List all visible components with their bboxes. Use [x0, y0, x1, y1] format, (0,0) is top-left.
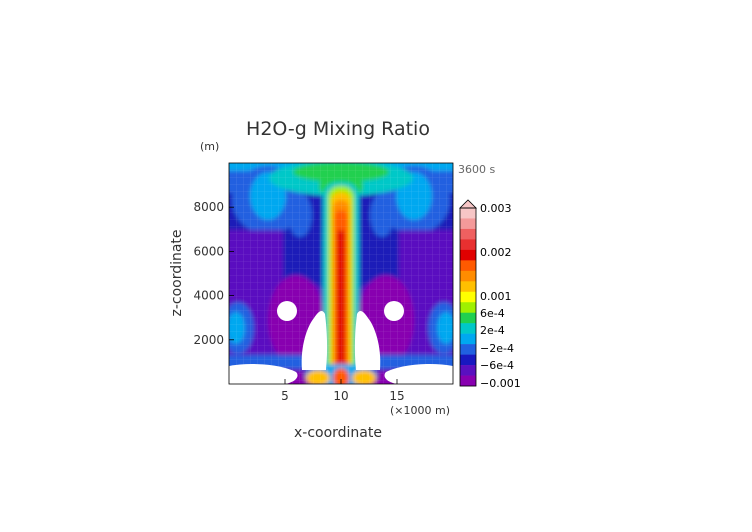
colorbar-label: 0.003	[480, 202, 512, 215]
colorbar-label: −6e-4	[480, 359, 514, 372]
colorbar-swatch	[460, 375, 476, 387]
x-tick-label: 10	[333, 389, 348, 403]
colorbar-swatch	[460, 312, 476, 324]
colorbar-arrow	[459, 199, 477, 209]
colorbar-swatch	[460, 365, 476, 376]
x-axis: 5 10 15	[281, 379, 405, 403]
colorbar-swatch	[460, 218, 476, 230]
colorbar-swatch	[460, 333, 476, 345]
colorbar-swatch	[460, 228, 476, 240]
colorbar-swatch	[460, 344, 476, 355]
colorbar-swatch	[460, 249, 476, 261]
x-axis-label: x-coordinate	[294, 425, 382, 441]
x-unit-label: (×1000 m)	[390, 404, 450, 417]
colorbar-swatch	[460, 291, 476, 303]
y-axis: 2000 4000 6000 8000	[193, 200, 234, 347]
y-tick-label: 2000	[193, 333, 224, 347]
colorbar-swatch	[460, 260, 476, 272]
colorbar-label: −0.001	[480, 377, 521, 390]
colorbar-swatch	[460, 302, 476, 314]
chart-title: H2O-g Mixing Ratio	[246, 118, 430, 140]
y-axis-label: z-coordinate	[169, 229, 185, 316]
colorbar-swatch	[460, 281, 476, 293]
colorbar-label: 0.002	[480, 246, 512, 259]
colorbar-swatch	[460, 323, 476, 334]
colorbar-swatch	[460, 208, 476, 219]
colorbar-label: 0.001	[480, 290, 512, 303]
y-tick-label: 6000	[193, 244, 224, 258]
heatmap-field	[229, 163, 453, 384]
colorbar-swatch	[460, 239, 476, 251]
y-tick-label: 4000	[193, 289, 224, 303]
colorbar: 0.003 0.002 0.001 6e-4 2e-4 −2e-4 −6e-4 −0.001	[459, 199, 521, 390]
y-tick-label: 8000	[193, 200, 224, 214]
colorbar-label: −2e-4	[480, 342, 514, 355]
x-tick-label: 5	[281, 389, 289, 403]
colorbar-label: 2e-4	[480, 324, 505, 337]
y-unit-label: (m)	[200, 140, 219, 153]
colorbar-swatch	[460, 270, 476, 282]
colorbar-label: 6e-4	[480, 307, 505, 320]
colorbar-frame	[459, 207, 477, 387]
time-label: 3600 s	[458, 163, 495, 176]
colorbar-swatch	[460, 354, 476, 366]
x-tick-label: 15	[389, 389, 404, 403]
